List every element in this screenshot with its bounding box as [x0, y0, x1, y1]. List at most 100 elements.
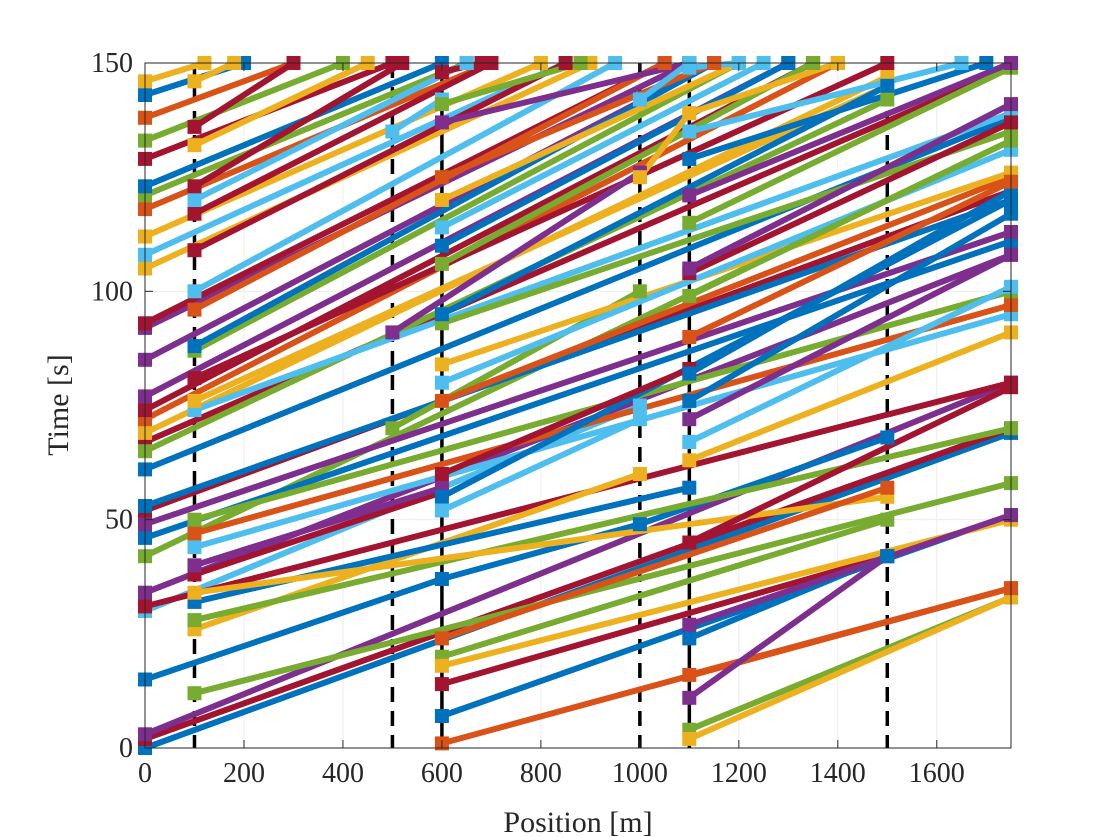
series-line	[142, 60, 346, 144]
series-line	[142, 379, 1014, 738]
series-marker	[187, 284, 202, 299]
series-marker	[187, 686, 202, 701]
series-marker	[434, 503, 449, 518]
series-marker	[434, 220, 449, 235]
series-line	[438, 60, 792, 249]
series-line	[438, 366, 693, 477]
y-tick-label: 0	[119, 733, 133, 764]
series-line	[142, 425, 1014, 742]
series-marker	[434, 238, 449, 253]
series-line	[142, 60, 470, 199]
series-marker	[880, 512, 895, 527]
series-line	[191, 60, 619, 295]
x-axis-label: Position [m]	[503, 806, 652, 837]
series-marker	[682, 106, 697, 121]
series-line	[686, 60, 965, 135]
y-tick-label: 50	[105, 505, 133, 536]
series-marker	[682, 535, 697, 550]
series-marker	[187, 371, 202, 386]
series-marker	[385, 325, 400, 340]
series-marker	[434, 631, 449, 646]
series-marker	[434, 467, 449, 481]
series-marker	[187, 302, 202, 317]
series-line	[686, 178, 1014, 340]
series-marker	[632, 92, 647, 107]
series-marker	[187, 138, 202, 153]
series-marker	[682, 453, 697, 468]
series-line	[142, 434, 891, 683]
series-line	[191, 302, 1014, 537]
series-line	[686, 384, 1014, 546]
series-marker	[682, 435, 697, 449]
series-marker	[682, 188, 697, 203]
series-line	[438, 60, 767, 231]
series-marker	[187, 585, 202, 600]
x-tick-label: 1200	[711, 758, 767, 789]
series-marker	[187, 526, 202, 541]
x-tick-label: 0	[138, 758, 152, 789]
x-tick-label: 200	[223, 758, 265, 789]
series-marker	[434, 65, 449, 80]
series-marker	[682, 151, 697, 166]
series-line	[191, 60, 495, 217]
series-line	[686, 251, 1014, 423]
data-series	[138, 56, 1018, 755]
series-line	[191, 60, 406, 190]
series-line	[686, 137, 1014, 299]
y-axis-label: Time [s]	[42, 354, 75, 455]
series-line	[142, 60, 208, 85]
series-line	[636, 60, 693, 103]
series-marker	[187, 74, 202, 89]
x-tick-label: 1000	[612, 758, 668, 789]
series-marker	[682, 215, 697, 230]
series-marker	[682, 60, 697, 75]
series-marker	[434, 375, 449, 390]
series-marker	[434, 256, 449, 271]
series-line	[142, 238, 1014, 541]
series-marker	[187, 119, 202, 134]
series-marker	[385, 421, 400, 436]
series-line	[438, 416, 643, 514]
series-line	[438, 60, 718, 181]
series-line	[191, 60, 470, 203]
series-marker	[187, 512, 202, 527]
series-marker	[434, 658, 449, 673]
series-line	[438, 484, 891, 642]
series-line	[191, 60, 297, 130]
x-tick-label: 800	[520, 758, 562, 789]
series-line	[686, 60, 990, 162]
series-marker	[187, 193, 202, 207]
series-line	[438, 60, 584, 108]
series-line	[686, 329, 1014, 464]
series-line	[191, 484, 445, 569]
series-line	[686, 283, 1014, 445]
series-marker	[385, 124, 400, 139]
series-line	[438, 197, 1014, 500]
series-line	[438, 60, 693, 126]
series-line	[191, 425, 1014, 624]
series-line	[438, 174, 1014, 404]
series-marker	[434, 393, 449, 408]
series-line	[142, 229, 1014, 528]
series-marker	[880, 430, 895, 445]
series-marker	[682, 731, 697, 746]
series-line	[686, 60, 841, 117]
series-line	[686, 187, 1014, 377]
series-line	[191, 480, 1014, 697]
series-line	[438, 553, 891, 688]
series-marker	[682, 366, 697, 381]
series-marker	[880, 78, 895, 93]
series-line	[686, 553, 891, 701]
series-line	[191, 60, 569, 254]
series-marker	[682, 288, 697, 303]
series-marker	[187, 179, 202, 194]
series-line	[191, 82, 891, 404]
series-line	[191, 60, 371, 149]
y-tick-labels: 0 50 100 150	[91, 48, 133, 764]
series-marker	[434, 97, 449, 112]
ticks	[144, 62, 1011, 749]
series-line	[191, 60, 742, 354]
series-marker	[187, 206, 202, 221]
series-marker	[682, 393, 697, 408]
